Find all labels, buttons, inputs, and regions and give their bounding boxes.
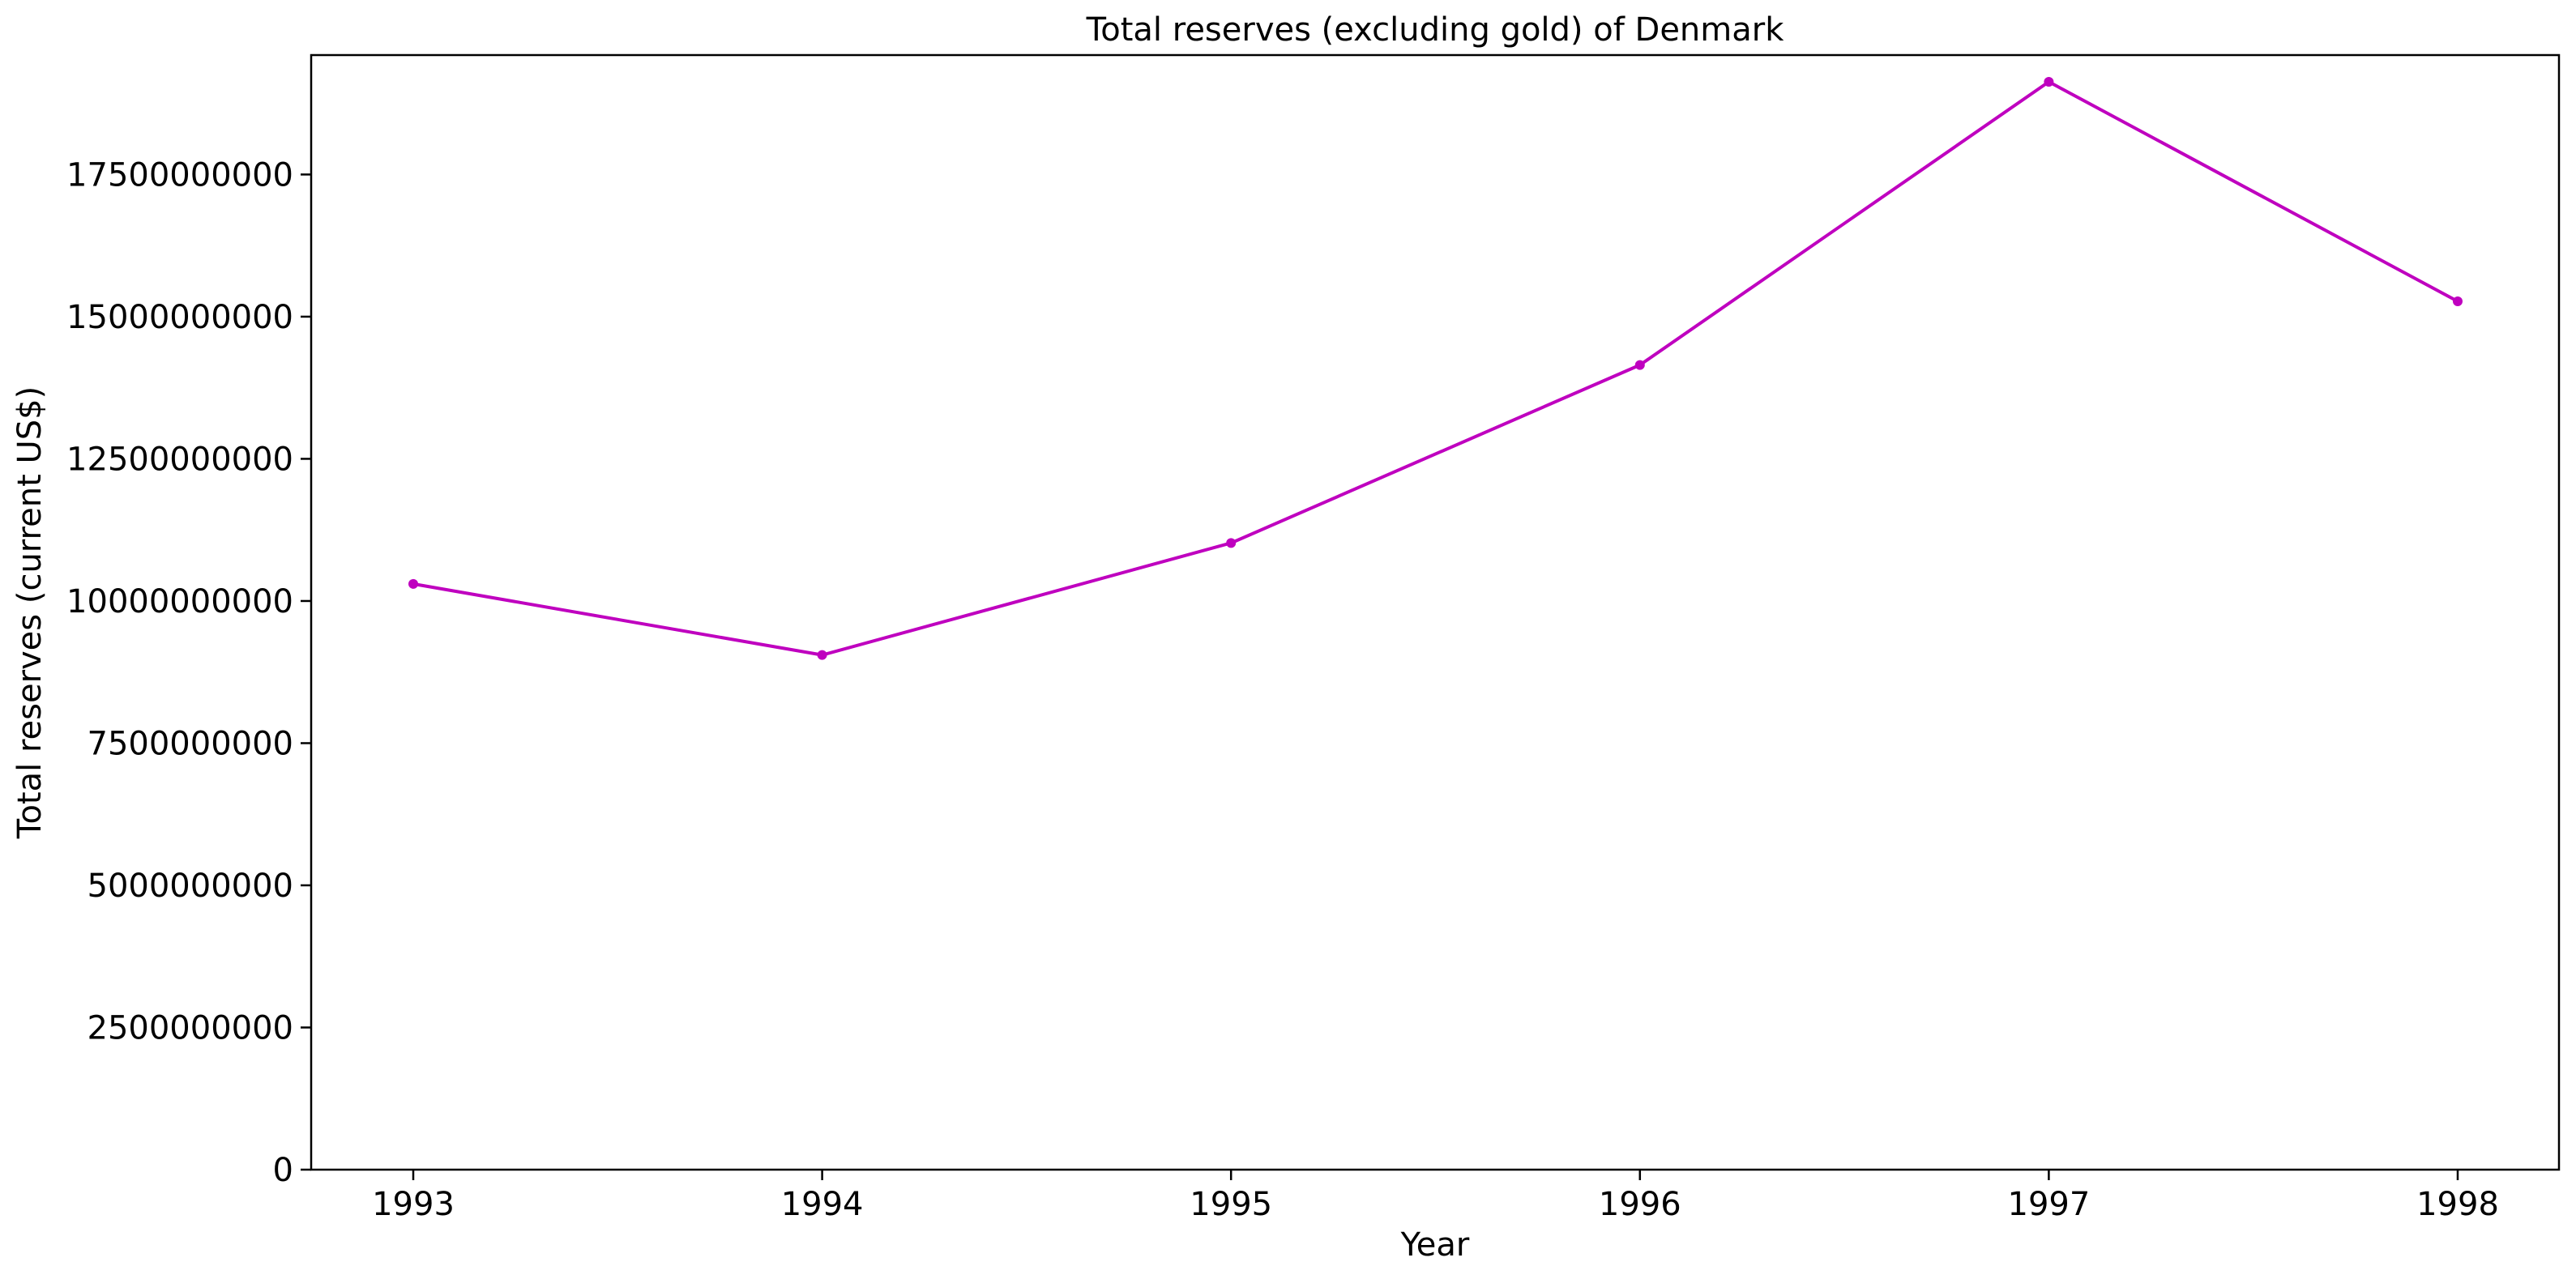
y-tick-label: 0 [273, 1152, 293, 1189]
series-line [412, 79, 2459, 657]
x-tick-label: 1993 [372, 1186, 455, 1223]
data-point [817, 650, 827, 660]
x-tick-label: 1995 [1190, 1186, 1272, 1223]
data-point [2453, 296, 2463, 306]
y-tick-label: 2500000000 [88, 1009, 294, 1047]
y-axis-label: Total reserves (current US$) [11, 386, 49, 839]
x-tick-label: 1998 [2416, 1186, 2499, 1223]
y-tick-label: 5000000000 [88, 868, 294, 905]
x-tick-label: 1996 [1599, 1186, 1681, 1223]
data-point [1634, 360, 1645, 370]
y-tick-label: 7500000000 [88, 725, 294, 762]
x-axis-label: Year [1400, 1226, 1470, 1264]
y-tick-label: 10000000000 [66, 583, 293, 620]
data-point [408, 578, 418, 589]
series-layer [408, 76, 2463, 660]
chart-title: Total reserves (excluding gold) of Denma… [1086, 11, 1785, 49]
data-point [2044, 76, 2054, 87]
x-axis: 1993 1994 1995 1996 1997 1998 [372, 1170, 2499, 1223]
y-axis: 0 2500000000 5000000000 7500000000 100000000… [66, 156, 311, 1189]
y-tick-label: 15000000000 [66, 299, 293, 336]
y-tick-label: 12500000000 [66, 441, 293, 478]
x-tick-label: 1997 [2008, 1186, 2091, 1223]
y-tick-label: 17500000000 [66, 156, 293, 194]
x-tick-label: 1994 [781, 1186, 864, 1223]
plot-area-frame [310, 53, 2561, 1171]
data-point [1226, 538, 1237, 548]
